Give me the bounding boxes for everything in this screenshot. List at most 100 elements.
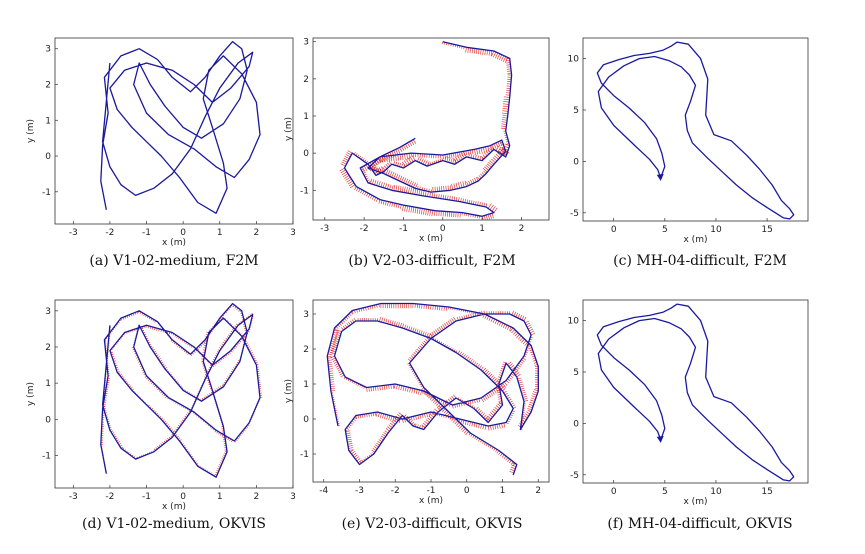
x-tick-label: -2 xyxy=(105,492,114,502)
x-tick-label: 0 xyxy=(440,224,446,234)
x-tick-label: -3 xyxy=(69,492,78,502)
x-tick-label: 5 xyxy=(662,225,668,235)
y-tick-label: 0 xyxy=(303,415,309,425)
error-lines xyxy=(327,303,539,474)
y-tick-label: -1 xyxy=(300,450,309,460)
error-lines xyxy=(339,41,512,220)
x-tick-label: 1 xyxy=(500,486,506,496)
x-tick-label: 3 xyxy=(290,492,296,502)
x-tick-label: -1 xyxy=(399,224,408,234)
panel-a: -3 -2 -1 0 1 2 3 -1 0 1 2 3 x (m) y (m) (a) V1-02-medi… xyxy=(26,37,296,269)
y-tick-label: 5 xyxy=(573,368,579,378)
x-tick-label: 3 xyxy=(290,228,296,238)
x-axis-label: x (m) xyxy=(162,238,186,248)
y-tick-label: 1 xyxy=(303,112,309,122)
plot-area xyxy=(339,41,513,220)
x-tick-label: -3 xyxy=(320,224,329,234)
x-tick-label: 15 xyxy=(761,487,772,497)
y-tick-label: 10 xyxy=(568,55,580,65)
x-tick-label: 0 xyxy=(611,225,617,235)
x-tick-label: 2 xyxy=(254,228,260,238)
y-tick-label: 2 xyxy=(45,343,51,353)
start-marker xyxy=(656,435,664,443)
x-tick-label: 5 xyxy=(662,487,668,497)
x-tick-label: 1 xyxy=(217,492,223,502)
panel-caption: (e) V2-03-difficult, OKVIS xyxy=(342,516,523,532)
plot-frame xyxy=(54,299,294,489)
trajectory-line xyxy=(100,302,261,478)
y-tick-label: 1 xyxy=(45,116,51,126)
panel-caption: (b) V2-03-difficult, F2M xyxy=(348,253,515,269)
y-tick-label: -5 xyxy=(570,471,579,481)
y-tick-label: 3 xyxy=(45,307,51,317)
y-tick-label: 0 xyxy=(45,415,51,425)
panel-caption: (a) V1-02-medium, F2M xyxy=(89,253,258,269)
plot-area xyxy=(596,303,795,482)
trajectory-line xyxy=(343,41,513,217)
x-tick-label: 1 xyxy=(479,224,485,234)
x-tick-label: -2 xyxy=(360,224,369,234)
plot-frame xyxy=(54,37,294,225)
x-tick-label: 10 xyxy=(710,225,722,235)
panel-e: -4 -3 -2 -1 0 1 2 -1 0 1 2 3 x (m) y (m) (e) V2-03-dif… xyxy=(284,299,550,532)
x-axis-label: x (m) xyxy=(684,497,708,507)
plot-area xyxy=(326,302,539,476)
plot-area xyxy=(100,40,261,214)
x-axis-label: x (m) xyxy=(419,234,443,244)
y-tick-label: 10 xyxy=(568,317,580,327)
x-tick-label: -3 xyxy=(355,486,364,496)
y-tick-label: 0 xyxy=(573,157,579,167)
start-marker xyxy=(656,173,664,181)
plot-area xyxy=(100,302,263,478)
trajectory-line xyxy=(326,302,539,476)
y-tick-label: -1 xyxy=(42,188,51,198)
x-axis-label: x (m) xyxy=(684,235,708,245)
panel-caption: (d) V1-02-medium, OKVIS xyxy=(82,516,266,532)
y-tick-label: 0 xyxy=(303,149,309,159)
panel-d: -3 -2 -1 0 1 2 3 -1 0 1 2 3 x (m) y (m) (d) V1-02-medi… xyxy=(26,299,296,532)
x-tick-label: -2 xyxy=(391,486,400,496)
y-tick-label: 0 xyxy=(573,419,579,429)
trajectory-line xyxy=(596,41,795,220)
y-tick-label: -5 xyxy=(570,209,579,219)
y-tick-label: 3 xyxy=(45,45,51,55)
x-tick-label: 0 xyxy=(180,228,186,238)
x-tick-label: -1 xyxy=(142,492,151,502)
y-tick-label: 1 xyxy=(45,379,51,389)
x-axis-label: x (m) xyxy=(162,502,186,512)
x-axis-label: x (m) xyxy=(419,496,443,506)
plot-area xyxy=(596,41,795,220)
x-tick-label: 2 xyxy=(254,492,260,502)
x-tick-label: 1 xyxy=(217,228,223,238)
x-tick-label: 10 xyxy=(710,487,722,497)
x-tick-label: 0 xyxy=(180,492,186,502)
x-tick-label: -3 xyxy=(69,228,78,238)
y-tick-label: 2 xyxy=(303,345,309,355)
y-tick-label: 3 xyxy=(303,38,309,48)
y-axis-label: y (m) xyxy=(284,117,294,141)
x-tick-label: 15 xyxy=(761,225,772,235)
panel-caption: (c) MH-04-difficult, F2M xyxy=(613,253,787,269)
x-tick-label: -4 xyxy=(319,486,328,496)
trajectory-line xyxy=(596,303,795,482)
y-tick-label: 5 xyxy=(573,106,579,116)
plot-frame xyxy=(312,37,550,221)
plot-frame xyxy=(582,37,809,222)
y-tick-label: 1 xyxy=(303,380,309,390)
trajectory-line xyxy=(100,40,261,214)
x-tick-label: -1 xyxy=(142,228,151,238)
panel-caption: (f) MH-04-difficult, OKVIS xyxy=(607,516,792,532)
y-tick-label: 3 xyxy=(303,310,309,320)
x-tick-label: 0 xyxy=(464,486,470,496)
y-tick-label: 2 xyxy=(45,81,51,91)
panel-b: -3 -2 -1 0 1 2 -1 0 1 2 3 x (m) y (m) (b) V2-03-diffi… xyxy=(284,37,550,269)
x-tick-label: -1 xyxy=(427,486,436,496)
plot-frame xyxy=(582,299,809,484)
y-tick-label: -1 xyxy=(300,186,309,196)
x-tick-label: -2 xyxy=(105,228,114,238)
y-axis-label: y (m) xyxy=(26,382,36,406)
x-tick-label: 2 xyxy=(535,486,541,496)
